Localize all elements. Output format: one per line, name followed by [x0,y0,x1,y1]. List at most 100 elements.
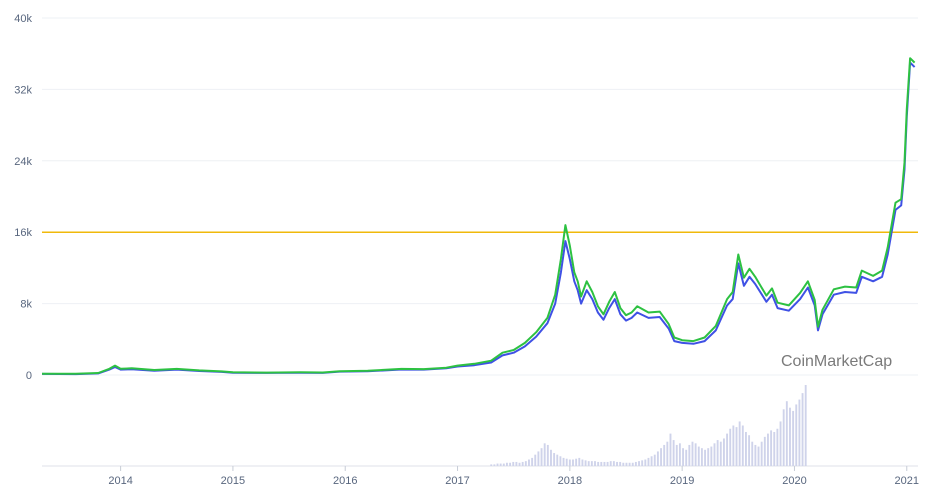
price-series [41,57,916,376]
volume-bar [754,444,757,466]
volume-bar [760,441,763,466]
volume-bar [638,461,640,466]
volume-bar [634,461,637,466]
volume-bar [612,461,615,466]
y-tick-label: 0 [26,370,32,382]
volume-bar [713,443,716,466]
x-tick-label: 2021 [895,475,919,487]
volume-bar [644,459,647,466]
volume-bar [804,385,807,466]
volume-bar [738,421,741,466]
volume-bar [789,407,791,466]
volume-bar [707,448,710,466]
x-tick-label: 2017 [445,475,469,487]
volume-bar [534,454,537,466]
volume-bar [540,448,543,466]
volume-bar [603,461,606,466]
x-tick-label: 2018 [558,475,582,487]
volume-bar [584,460,587,466]
volume-bar [719,441,722,466]
volume-bar [678,443,681,466]
y-axis-ticks: 0 8k 16k 24k 32k 40k [14,13,32,382]
y-tick-label: 32k [14,84,32,96]
watermark-text: CoinMarketCap [781,353,892,370]
volume-bar [660,448,662,466]
volume-bar [770,430,773,466]
volume-bar [546,444,549,466]
volume-bar [663,444,666,466]
volume-bar [801,393,804,466]
volume-bar [685,449,688,466]
volume-bar [722,438,725,466]
volume-bar [650,456,653,466]
volume-bar [757,446,760,466]
volume-bar [550,449,552,466]
volume-bar [704,449,707,466]
y-tick-label: 24k [14,156,32,168]
volume-bar [509,462,512,466]
y-tick-label: 40k [14,13,32,25]
volume-bar [616,461,618,466]
volume-bar [609,461,612,466]
volume-bar [565,458,568,466]
volume-bar [568,459,571,466]
y-tick-label: 16k [14,227,32,239]
x-tick-label: 2015 [221,475,245,487]
volume-bar [493,464,496,466]
volume-bar [537,451,540,466]
volume-bar [647,457,650,466]
volume-bar [553,453,556,466]
volume-bar [524,461,527,466]
volume-bar [669,433,672,466]
volume-bar [732,425,735,466]
volume-bar [792,410,795,466]
volume-bar [562,457,565,466]
x-tick-label: 2020 [782,475,806,487]
volume-bar [628,462,631,466]
volume-bar [578,457,581,466]
volume-bar [763,436,766,466]
volume-bar [490,464,493,466]
volume-bar [751,441,754,466]
volume-bar [590,461,593,466]
volume-bar [653,454,656,466]
volume-bar [556,454,559,466]
volume-bar [575,458,578,466]
volume-bar [735,427,738,466]
volume-bar [682,448,684,466]
volume-bar [691,441,694,466]
volume-bar [594,461,596,466]
volume-bar [641,460,644,466]
series-line-2 [41,57,916,375]
volume-bar [700,448,703,466]
volume-bar [572,459,574,466]
volume-bar [587,461,590,466]
volume-bar [606,461,609,466]
volume-bars [490,385,807,466]
volume-bar [795,404,798,466]
volume-bar [521,461,524,466]
volume-bar [597,461,600,466]
volume-bar [496,463,499,466]
volume-bar [672,440,675,466]
volume-bar [726,433,729,466]
volume-bar [729,428,732,466]
volume-bar [502,463,505,466]
x-axis-ticks: 2014 2015 2016 2017 2018 2019 2020 2021 [108,466,919,487]
volume-bar [675,444,678,466]
volume-bar [528,459,530,466]
volume-bar [625,462,628,466]
volume-bar [710,446,713,466]
x-tick-label: 2019 [670,475,694,487]
volume-bar [666,441,669,466]
volume-bar [776,428,779,466]
volume-bar [779,421,782,466]
x-tick-label: 2014 [108,475,132,487]
volume-bar [782,409,785,466]
volume-bar [773,431,776,466]
volume-bar [745,431,747,466]
volume-bar [785,401,788,466]
volume-bar [694,443,697,466]
series-line-1 [41,61,916,376]
